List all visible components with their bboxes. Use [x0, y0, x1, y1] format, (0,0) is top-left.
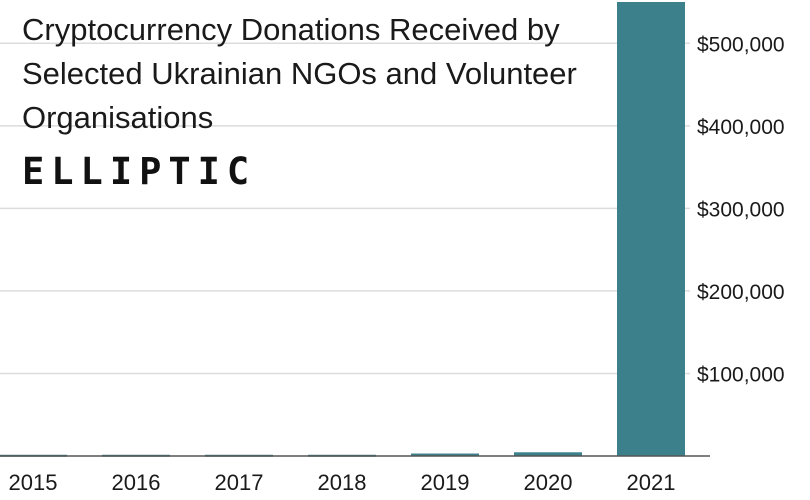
bar-2021 — [617, 2, 685, 456]
x-axis-tick-labels: 2015 2016 2017 2018 2019 2020 2021 — [9, 470, 676, 495]
x-tick-label: 2020 — [524, 470, 573, 495]
x-tick-label: 2016 — [112, 470, 161, 495]
gridlines — [0, 42, 690, 375]
y-tick-label: $300,000 — [697, 198, 785, 221]
y-tick-label: $200,000 — [697, 281, 785, 304]
y-axis-tick-labels: $100,000 $200,000 $300,000 $400,000 $500,000 — [697, 33, 785, 386]
x-tick-label: 2015 — [9, 470, 58, 495]
chart-title: Cryptocurrency Donations Received by Sel… — [22, 12, 577, 135]
y-tick-label: $100,000 — [697, 363, 785, 386]
x-tick-label: 2021 — [627, 470, 676, 495]
elliptic-logo: ELLIPTIC — [22, 150, 257, 193]
y-tick-label: $400,000 — [697, 116, 785, 139]
y-tick-label: $500,000 — [697, 33, 785, 56]
bar-2020 — [514, 452, 582, 456]
bar-2019 — [411, 453, 479, 456]
x-tick-label: 2019 — [421, 470, 470, 495]
x-tick-label: 2018 — [318, 470, 367, 495]
x-tick-label: 2017 — [215, 470, 264, 495]
